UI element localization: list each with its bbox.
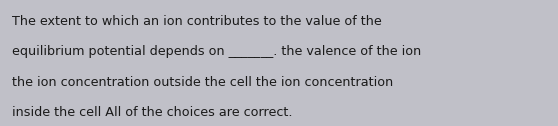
Text: The extent to which an ion contributes to the value of the: The extent to which an ion contributes t… (12, 15, 382, 28)
Text: equilibrium potential depends on _______. the valence of the ion: equilibrium potential depends on _______… (12, 45, 421, 58)
Text: the ion concentration outside the cell the ion concentration: the ion concentration outside the cell t… (12, 76, 393, 89)
Text: inside the cell All of the choices are correct.: inside the cell All of the choices are c… (12, 106, 293, 119)
